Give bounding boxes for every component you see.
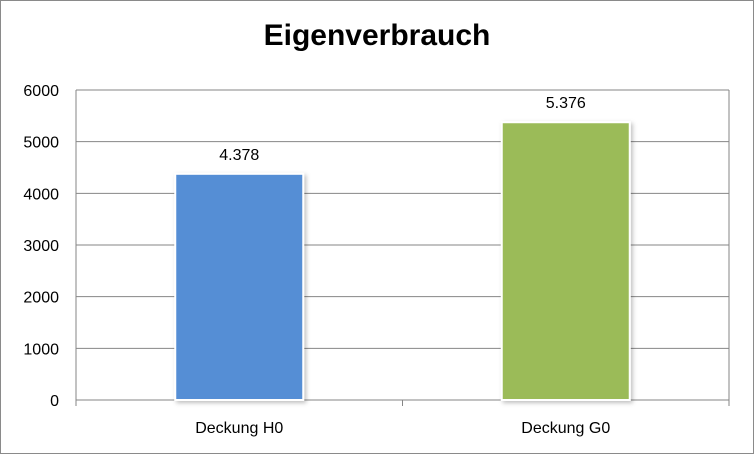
x-tick-label: Deckung H0 xyxy=(195,420,283,437)
y-tick-label: 5000 xyxy=(23,135,59,152)
chart-title: Eigenverbrauch xyxy=(263,19,491,52)
y-tick-label: 4000 xyxy=(23,186,59,203)
y-tick-label: 3000 xyxy=(23,238,59,255)
y-tick-label: 6000 xyxy=(23,83,59,100)
bar xyxy=(174,172,305,401)
y-tick-label: 0 xyxy=(50,393,59,410)
data-label: 4.378 xyxy=(219,147,259,164)
data-label: 5.376 xyxy=(546,95,586,112)
x-tick-label: Deckung G0 xyxy=(521,420,610,437)
y-tick-label: 1000 xyxy=(23,341,59,358)
y-tick-label: 2000 xyxy=(23,290,59,307)
bar xyxy=(500,121,631,402)
